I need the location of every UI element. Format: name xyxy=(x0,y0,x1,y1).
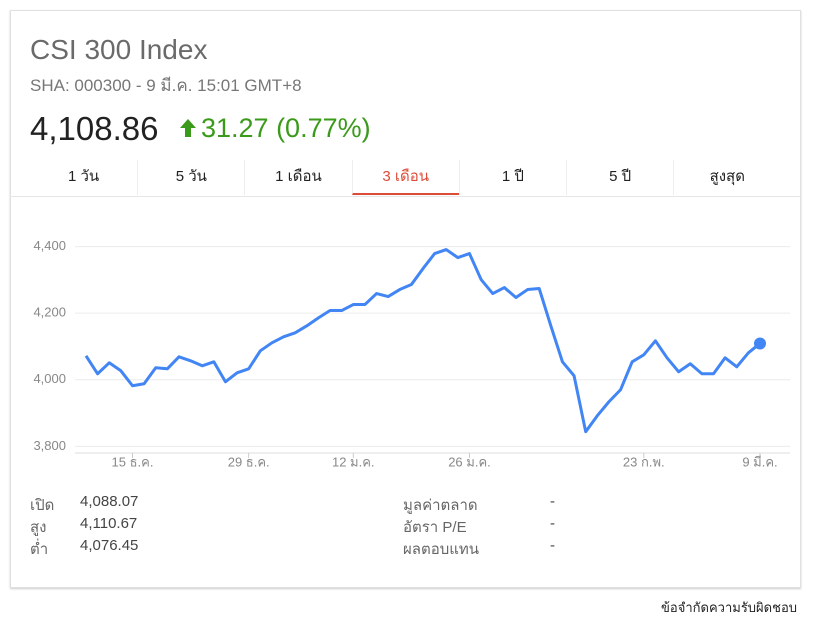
y-tick-label: 4,200 xyxy=(33,305,66,320)
range-tab[interactable]: 5 วัน xyxy=(137,160,244,195)
range-tab[interactable]: 1 วัน xyxy=(68,168,100,185)
price-change: 31.27 (0.77%) xyxy=(201,113,371,143)
stat-label: อัตรา P/E xyxy=(403,519,467,536)
stat-value: 4,076.45 xyxy=(80,537,139,554)
y-tick-label: 3,800 xyxy=(33,438,66,453)
x-tick-label: 12 ม.ค. xyxy=(332,454,375,469)
divider xyxy=(10,196,800,197)
subtitle: SHA: 000300 - 9 มี.ค. 15:01 GMT+8 xyxy=(30,76,302,95)
stat-label: มูลค่าตลาด xyxy=(403,497,478,514)
range-tab[interactable]: 1 ปี xyxy=(458,160,566,195)
y-tick-label: 4,400 xyxy=(33,238,66,253)
x-tick-label: 15 ธ.ค. xyxy=(112,454,154,469)
x-tick-label: 29 ธ.ค. xyxy=(228,454,270,469)
price: 4,108.86 xyxy=(30,110,159,147)
stat-value: 4,110.67 xyxy=(80,515,138,532)
disclaimer-link[interactable]: ข้อจำกัดความรับผิดชอบ xyxy=(661,600,797,615)
stat-value: - xyxy=(550,537,555,554)
x-tick-label: 26 ม.ค. xyxy=(448,454,491,469)
x-tick-label: 23 ก.พ. xyxy=(623,454,665,469)
range-tab[interactable]: 3 เดือน xyxy=(351,160,459,195)
stat-value: - xyxy=(550,493,555,510)
stat-label: ต่ำ xyxy=(30,541,49,558)
up-arrow xyxy=(180,119,196,137)
stat-label: สูง xyxy=(30,519,47,536)
range-tab[interactable]: สูงสุด xyxy=(673,160,780,195)
chart: 3,800 4,000 4,200 4,400 15 ธ.ค. 29 ธ.ค. 12 ม.ค… xyxy=(33,238,790,469)
price-line xyxy=(84,248,761,434)
finance-card xyxy=(10,10,801,588)
stat-label: เปิด xyxy=(30,497,55,514)
stat-value: 4,088.07 xyxy=(80,493,139,510)
range-tab[interactable]: 5 ปี xyxy=(566,160,673,195)
title: CSI 300 Index xyxy=(30,34,208,65)
stat-label: ผลตอบแทน xyxy=(403,541,480,558)
x-tick-label: 9 มี.ค. xyxy=(742,454,777,469)
y-tick-label: 4,000 xyxy=(33,371,66,386)
range-tab[interactable]: 1 เดือน xyxy=(244,160,351,195)
stat-value: - xyxy=(550,515,555,532)
last-point xyxy=(754,337,766,350)
